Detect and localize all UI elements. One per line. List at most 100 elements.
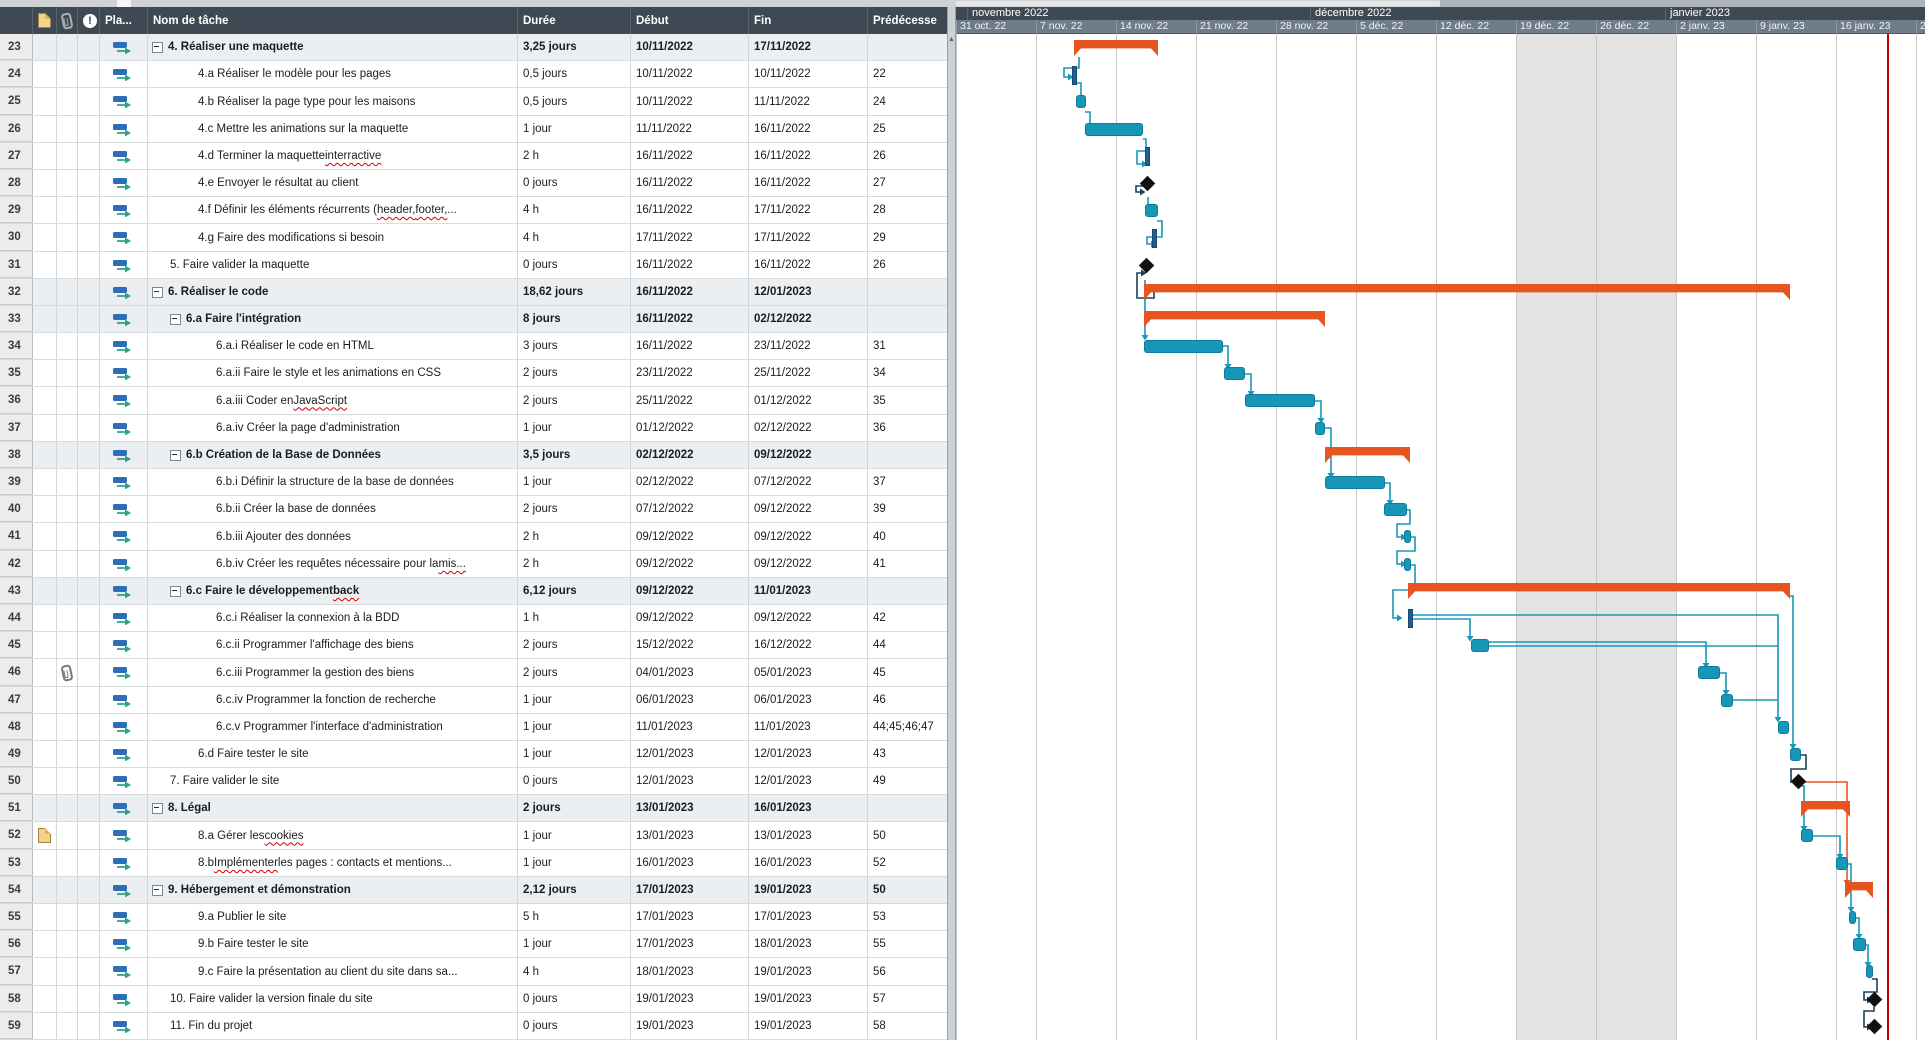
notes-cell[interactable]	[33, 333, 57, 359]
predecessors-cell[interactable]	[868, 279, 947, 305]
task-name-cell[interactable]: 6. Réaliser le code	[148, 279, 518, 305]
column-header-indicators[interactable]: !	[78, 7, 100, 34]
attachment-cell[interactable]	[57, 986, 78, 1012]
collapse-icon[interactable]	[152, 802, 163, 814]
plan-mode-cell[interactable]	[100, 958, 148, 985]
finish-date-cell[interactable]: 09/12/2022	[749, 523, 868, 550]
predecessors-cell[interactable]: 24	[873, 95, 886, 108]
task-name-cell[interactable]: 6.c.v Programmer l'interface d'administr…	[148, 714, 518, 740]
plan-mode-cell[interactable]	[100, 88, 148, 115]
paperclip-icon[interactable]	[60, 663, 74, 682]
row-number-cell[interactable]: 35	[0, 360, 33, 386]
start-date-cell[interactable]: 17/01/2023	[631, 904, 749, 930]
task-name-cell[interactable]: 9.a Publier le site	[148, 904, 518, 930]
task-name-cell[interactable]: 9. Hébergement et démonstration	[148, 877, 518, 903]
predecessors-cell[interactable]: 44;45;46;47	[873, 721, 934, 733]
predecessors-cell[interactable]: 31	[873, 340, 886, 352]
predecessors-cell[interactable]: 40	[873, 530, 886, 543]
indicator-cell[interactable]	[78, 714, 100, 740]
task-name-cell[interactable]: 9.b Faire tester le site	[148, 931, 518, 957]
finish-date-cell[interactable]: 19/01/2023	[749, 986, 868, 1012]
gantt-bar-task[interactable]	[1325, 476, 1385, 489]
indicator-cell[interactable]	[78, 822, 100, 849]
plan-mode-cell[interactable]	[100, 551, 148, 577]
row-number-cell[interactable]: 28	[0, 170, 33, 196]
task-name-cell[interactable]: 6.c.iii Programmer la gestion des biens	[148, 659, 518, 686]
predecessors-cell[interactable]: 46	[873, 694, 886, 706]
finish-date-cell[interactable]: 16/11/2022	[749, 116, 868, 142]
row-number-cell[interactable]: 55	[0, 904, 33, 930]
duration-cell[interactable]: 2 jours	[518, 659, 631, 686]
plan-mode-cell[interactable]	[100, 387, 148, 414]
gantt-bar-task[interactable]	[1224, 367, 1245, 380]
finish-date-cell[interactable]: 12/01/2023	[749, 279, 868, 305]
predecessors-cell[interactable]: 49	[873, 775, 886, 787]
finish-date-cell[interactable]: 09/12/2022	[749, 551, 868, 577]
finish-date-cell[interactable]: 19/01/2023	[749, 1013, 868, 1039]
notes-cell[interactable]	[33, 224, 57, 251]
notes-cell[interactable]	[33, 88, 57, 115]
notes-cell[interactable]	[33, 714, 57, 740]
plan-mode-cell[interactable]	[100, 877, 148, 903]
task-name-cell[interactable]: 4. Réaliser une maquette	[148, 34, 518, 60]
row-number-cell[interactable]: 42	[0, 551, 33, 577]
row-number-cell[interactable]: 32	[0, 279, 33, 305]
predecessors-cell[interactable]: 53	[873, 911, 886, 923]
notes-cell[interactable]	[33, 170, 57, 196]
duration-cell[interactable]: 1 jour	[518, 741, 631, 767]
start-date-cell[interactable]: 02/12/2022	[631, 442, 749, 468]
finish-date-cell[interactable]: 13/01/2023	[749, 822, 868, 849]
indicator-cell[interactable]	[78, 61, 100, 87]
finish-date-cell[interactable]: 01/12/2022	[749, 387, 868, 414]
indicator-cell[interactable]	[78, 170, 100, 196]
predecessors-cell[interactable]	[868, 795, 947, 821]
plan-mode-cell[interactable]	[100, 143, 148, 169]
indicator-cell[interactable]	[78, 632, 100, 658]
plan-mode-cell[interactable]	[100, 850, 148, 876]
finish-date-cell[interactable]: 16/11/2022	[749, 170, 868, 196]
predecessors-cell[interactable]: 28	[873, 204, 886, 216]
gantt-bar-task[interactable]	[1315, 422, 1325, 435]
duration-cell[interactable]: 5 h	[518, 904, 631, 930]
indicator-cell[interactable]	[78, 333, 100, 359]
start-date-cell[interactable]: 09/12/2022	[631, 578, 749, 604]
indicator-cell[interactable]	[78, 496, 100, 522]
attachment-cell[interactable]	[57, 34, 78, 60]
finish-date-cell[interactable]: 19/01/2023	[749, 877, 868, 903]
start-date-cell[interactable]: 10/11/2022	[631, 34, 749, 60]
attachment-cell[interactable]	[57, 496, 78, 522]
notes-cell[interactable]	[33, 523, 57, 550]
gantt-bar-task[interactable]	[1849, 911, 1856, 924]
notes-cell[interactable]	[33, 986, 57, 1012]
indicator-cell[interactable]	[78, 197, 100, 223]
start-date-cell[interactable]: 11/01/2023	[631, 714, 749, 740]
notes-cell[interactable]	[33, 496, 57, 522]
indicator-cell[interactable]	[78, 279, 100, 305]
gantt-bar-tick[interactable]	[1145, 147, 1150, 166]
attachment-cell[interactable]	[57, 687, 78, 713]
start-date-cell[interactable]: 04/01/2023	[631, 659, 749, 686]
predecessors-cell[interactable]: 25	[873, 123, 886, 135]
duration-cell[interactable]: 2,12 jours	[518, 877, 631, 903]
duration-cell[interactable]: 3,5 jours	[518, 442, 631, 468]
collapse-icon[interactable]	[152, 286, 163, 298]
notes-cell[interactable]	[33, 850, 57, 876]
collapse-icon[interactable]	[152, 884, 163, 896]
attachment-cell[interactable]	[57, 904, 78, 930]
predecessors-cell[interactable]: 42	[873, 612, 886, 624]
row-number-cell[interactable]: 30	[0, 224, 33, 251]
scrollbar-track[interactable]	[1440, 0, 1925, 7]
notes-cell[interactable]	[33, 360, 57, 386]
notes-cell[interactable]	[33, 605, 57, 631]
notes-cell[interactable]	[33, 197, 57, 223]
finish-date-cell[interactable]: 09/12/2022	[749, 442, 868, 468]
predecessors-cell[interactable]: 43	[873, 748, 886, 760]
duration-cell[interactable]: 0 jours	[518, 768, 631, 794]
notes-cell[interactable]	[33, 143, 57, 169]
task-name-cell[interactable]: 6.a.iv Créer la page d'administration	[148, 415, 518, 441]
start-date-cell[interactable]: 16/11/2022	[631, 170, 749, 196]
finish-date-cell[interactable]: 12/01/2023	[749, 768, 868, 794]
column-header-duration[interactable]: Durée	[518, 7, 631, 34]
plan-mode-cell[interactable]	[100, 931, 148, 957]
attachment-cell[interactable]	[57, 469, 78, 495]
